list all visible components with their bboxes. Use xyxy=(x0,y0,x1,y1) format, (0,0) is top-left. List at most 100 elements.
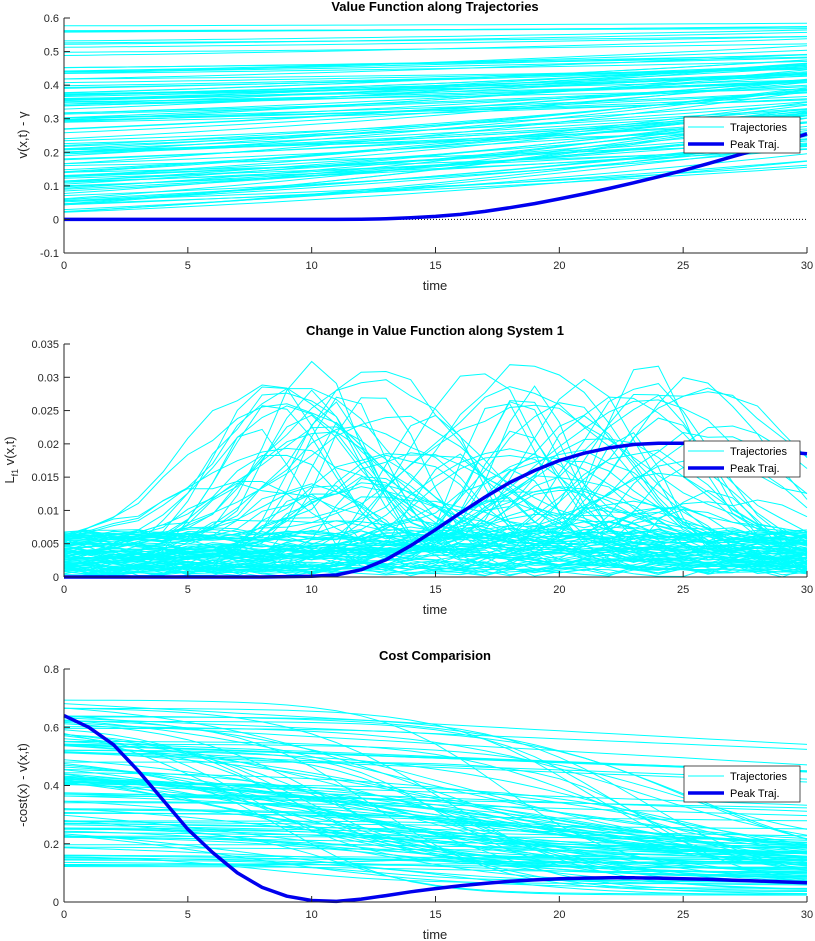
y-tick-label: 0.8 xyxy=(44,664,59,676)
y-tick-label: 0.4 xyxy=(44,781,59,793)
x-tick-labels: 0 5 10 15 20 25 30 xyxy=(61,909,813,921)
x-tick-label: 5 xyxy=(185,260,191,272)
trajectory-line xyxy=(63,36,808,48)
x-axis-label: time xyxy=(423,278,448,293)
y-axis-label: Lf1 v(x,t) xyxy=(2,436,20,483)
trajectory-line xyxy=(63,834,807,889)
y-tick-label: 0.005 xyxy=(31,539,59,551)
trajectory-line xyxy=(63,69,808,121)
trajectory-line xyxy=(63,744,808,772)
trajectory-line xyxy=(63,75,808,114)
trajectory-line xyxy=(63,859,808,896)
trajectory-line xyxy=(63,542,808,560)
peak-trajectory xyxy=(63,714,808,904)
trajectory-line xyxy=(63,822,808,837)
x-tick-label: 20 xyxy=(553,260,565,272)
trajectory-line xyxy=(63,402,808,576)
trajectory-line xyxy=(63,751,808,780)
x-tick-labels: 0 5 10 15 20 25 30 xyxy=(61,584,813,596)
x-tick-label: 5 xyxy=(185,909,191,921)
trajectory-line xyxy=(63,84,808,114)
trajectory-line xyxy=(63,452,808,566)
x-tick-label: 10 xyxy=(306,909,318,921)
trajectory-line xyxy=(64,28,808,32)
legend-box xyxy=(683,116,801,154)
trajectory-line xyxy=(63,821,808,830)
trajectory-line xyxy=(63,493,808,572)
legend-box xyxy=(683,765,801,803)
trajectory-line xyxy=(63,764,808,846)
trajectory-line xyxy=(63,57,808,73)
trajectory-line xyxy=(63,520,808,567)
trajectory-line xyxy=(63,92,808,122)
trajectory-line xyxy=(63,104,808,174)
trajectory-line xyxy=(63,91,808,165)
trajectory-line xyxy=(63,745,808,846)
y-tick-label: 0 xyxy=(53,572,59,584)
plot-area: 0 5 10 15 20 25 30 0 0.2 0.4 0.6 0.8 xyxy=(44,664,813,921)
trajectory-lines xyxy=(63,699,808,896)
legend-box xyxy=(683,440,801,478)
trajectory-line xyxy=(63,404,808,541)
trajectory-line xyxy=(63,715,808,840)
x-tick-label: 20 xyxy=(553,584,565,596)
plot-area: 0 5 10 15 20 25 30 0 0.005 0.01 0.015 0.02 0.025 0.0… xyxy=(31,339,813,596)
trajectory-line xyxy=(63,117,808,160)
y-tick-labels: -0.1 0 0.1 0.2 0.3 0.4 0.5 0.6 xyxy=(40,13,59,260)
trajectory-line xyxy=(63,454,808,546)
x-tick-label: 15 xyxy=(429,260,441,272)
y-tick-label: 0 xyxy=(53,897,59,909)
trajectory-line xyxy=(63,122,808,176)
legend: Trajectories Peak Traj. xyxy=(683,440,801,478)
trajectory-line xyxy=(63,549,808,567)
trajectory-line xyxy=(63,552,808,567)
y-tick-label: 0.6 xyxy=(44,722,59,734)
trajectory-line xyxy=(63,29,808,42)
trajectory-line xyxy=(63,425,808,564)
trajectory-line xyxy=(63,743,808,830)
trajectory-line xyxy=(63,101,808,173)
legend-trajectories-label: Trajectories xyxy=(730,771,788,783)
trajectory-line xyxy=(63,142,808,167)
peak-trajectory-line xyxy=(63,714,808,904)
chart-title: Change in Value Function along System 1 xyxy=(306,323,564,338)
chart-title: Cost Comparision xyxy=(379,648,491,663)
y-tick-label: 0.025 xyxy=(31,406,59,418)
y-tick-label: 0.4 xyxy=(44,80,59,92)
x-tick-label: 15 xyxy=(429,909,441,921)
trajectory-line xyxy=(63,109,808,150)
y-tick-label: 0.035 xyxy=(31,339,59,351)
trajectory-line xyxy=(63,751,808,852)
x-tick-label: 30 xyxy=(801,260,813,272)
y-tick-label: 0.2 xyxy=(44,147,59,159)
trajectory-line xyxy=(63,793,808,817)
trajectory-line xyxy=(63,775,808,846)
subplot-cost-comparison: Cost Comparision 0 5 10 15 20 25 30 0 0.2 0.4 0.6… xyxy=(15,648,813,941)
trajectory-line xyxy=(63,35,808,44)
trajectory-line xyxy=(63,836,807,883)
trajectory-line xyxy=(63,847,807,863)
chart-title: Value Function along Trajectories xyxy=(331,0,538,14)
trajectory-line xyxy=(63,431,808,554)
trajectory-line xyxy=(63,699,808,873)
trajectory-line xyxy=(63,68,808,80)
axes xyxy=(63,668,808,903)
trajectory-lines xyxy=(63,360,808,578)
x-axis-label: time xyxy=(423,602,448,617)
trajectory-line xyxy=(63,164,808,201)
trajectory-line xyxy=(63,122,808,165)
peak-trajectory xyxy=(64,132,808,222)
x-axis-label: time xyxy=(423,927,448,941)
peak-trajectory-line xyxy=(64,132,808,222)
trajectory-line xyxy=(64,844,808,859)
x-tick-label: 30 xyxy=(801,584,813,596)
trajectory-line xyxy=(63,60,808,74)
trajectory-line xyxy=(63,861,808,870)
y-tick-label: 0.01 xyxy=(38,505,59,517)
trajectory-line xyxy=(63,475,808,575)
legend: Trajectories Peak Traj. xyxy=(683,116,801,154)
y-tick-labels: 0 0.005 0.01 0.015 0.02 0.025 0.03 0.035 xyxy=(31,339,59,584)
trajectory-line xyxy=(64,22,808,27)
legend-peak-label: Peak Traj. xyxy=(730,463,780,475)
